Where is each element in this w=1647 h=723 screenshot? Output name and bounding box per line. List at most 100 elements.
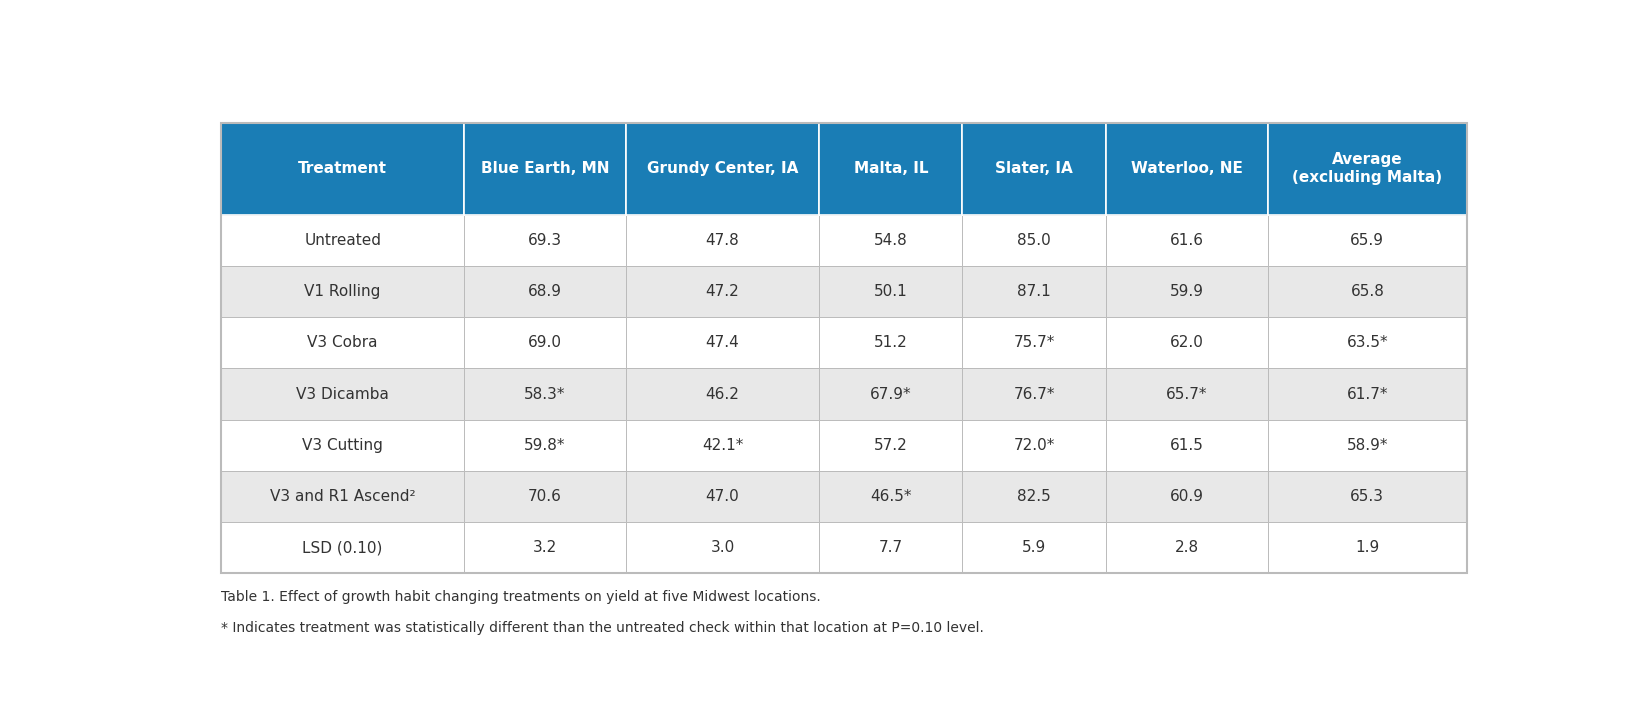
Bar	[626, 369, 819, 419]
Bar	[819, 215, 962, 266]
Text: 65.9: 65.9	[1351, 233, 1385, 248]
Bar	[626, 317, 819, 369]
Bar	[221, 123, 464, 215]
Text: 72.0*: 72.0*	[1013, 438, 1054, 453]
Text: 60.9: 60.9	[1169, 489, 1204, 504]
Text: 85.0: 85.0	[1018, 233, 1051, 248]
Bar	[962, 419, 1105, 471]
Text: Untreated: Untreated	[305, 233, 380, 248]
Text: V3 Dicamba: V3 Dicamba	[296, 387, 389, 401]
Bar	[221, 123, 1467, 573]
Text: 47.0: 47.0	[707, 489, 740, 504]
Bar	[464, 471, 626, 522]
Text: 76.7*: 76.7*	[1013, 387, 1054, 401]
Bar	[1268, 419, 1467, 471]
Bar	[464, 266, 626, 317]
Bar	[1268, 317, 1467, 369]
Text: Slater, IA: Slater, IA	[995, 161, 1072, 176]
Bar	[819, 123, 962, 215]
Text: 47.4: 47.4	[707, 335, 740, 351]
Text: 47.2: 47.2	[707, 284, 740, 299]
Text: 1.9: 1.9	[1355, 540, 1380, 555]
Text: 2.8: 2.8	[1174, 540, 1199, 555]
Bar	[221, 522, 464, 573]
Text: Malta, IL: Malta, IL	[853, 161, 927, 176]
Text: 61.6: 61.6	[1169, 233, 1204, 248]
Text: 70.6: 70.6	[529, 489, 562, 504]
Text: Average
(excluding Malta): Average (excluding Malta)	[1293, 153, 1443, 185]
Bar	[221, 471, 464, 522]
Text: 50.1: 50.1	[875, 284, 907, 299]
Bar	[1105, 369, 1268, 419]
Bar	[626, 522, 819, 573]
Text: 61.7*: 61.7*	[1347, 387, 1388, 401]
Text: 65.8: 65.8	[1351, 284, 1383, 299]
Bar	[962, 266, 1105, 317]
Text: V3 and R1 Ascend²: V3 and R1 Ascend²	[270, 489, 415, 504]
Bar	[962, 123, 1105, 215]
Bar	[626, 123, 819, 215]
Bar	[1105, 522, 1268, 573]
Text: 82.5: 82.5	[1018, 489, 1051, 504]
Bar	[626, 419, 819, 471]
Bar	[962, 471, 1105, 522]
Bar	[819, 266, 962, 317]
Text: 68.9: 68.9	[529, 284, 562, 299]
Bar	[626, 266, 819, 317]
Text: 65.3: 65.3	[1351, 489, 1385, 504]
Bar	[464, 317, 626, 369]
Bar	[464, 369, 626, 419]
Text: V1 Rolling: V1 Rolling	[305, 284, 380, 299]
Bar	[464, 123, 626, 215]
Bar	[221, 266, 464, 317]
Text: V3 Cutting: V3 Cutting	[301, 438, 384, 453]
Bar	[1105, 266, 1268, 317]
Text: 47.8: 47.8	[707, 233, 740, 248]
Text: 58.9*: 58.9*	[1347, 438, 1388, 453]
Text: 69.3: 69.3	[529, 233, 562, 248]
Text: 75.7*: 75.7*	[1013, 335, 1054, 351]
Text: 46.5*: 46.5*	[870, 489, 911, 504]
Bar	[1268, 215, 1467, 266]
Text: 59.8*: 59.8*	[524, 438, 567, 453]
Text: 87.1: 87.1	[1018, 284, 1051, 299]
Text: 62.0: 62.0	[1169, 335, 1204, 351]
Text: Grundy Center, IA: Grundy Center, IA	[647, 161, 799, 176]
Text: Waterloo, NE: Waterloo, NE	[1131, 161, 1242, 176]
Bar	[962, 215, 1105, 266]
Bar	[221, 419, 464, 471]
Bar	[221, 215, 464, 266]
Text: V3 Cobra: V3 Cobra	[308, 335, 377, 351]
Text: Treatment: Treatment	[298, 161, 387, 176]
Bar	[221, 317, 464, 369]
Text: 57.2: 57.2	[875, 438, 907, 453]
Bar	[1268, 266, 1467, 317]
Bar	[962, 369, 1105, 419]
Bar	[962, 317, 1105, 369]
Bar	[464, 522, 626, 573]
Bar	[1268, 522, 1467, 573]
Text: 46.2: 46.2	[705, 387, 740, 401]
Text: 67.9*: 67.9*	[870, 387, 912, 401]
Text: 42.1*: 42.1*	[702, 438, 743, 453]
Text: 63.5*: 63.5*	[1347, 335, 1388, 351]
Text: 58.3*: 58.3*	[524, 387, 567, 401]
Text: Blue Earth, MN: Blue Earth, MN	[481, 161, 609, 176]
Text: 65.7*: 65.7*	[1166, 387, 1207, 401]
Bar	[819, 317, 962, 369]
Bar	[221, 369, 464, 419]
Bar	[819, 522, 962, 573]
Bar	[1105, 215, 1268, 266]
Bar	[1105, 471, 1268, 522]
Text: 3.2: 3.2	[534, 540, 557, 555]
Text: 7.7: 7.7	[879, 540, 903, 555]
Text: 59.9: 59.9	[1169, 284, 1204, 299]
Text: 54.8: 54.8	[875, 233, 907, 248]
Bar	[464, 215, 626, 266]
Bar	[819, 471, 962, 522]
Bar	[819, 369, 962, 419]
Text: * Indicates treatment was statistically different than the untreated check withi: * Indicates treatment was statistically …	[221, 620, 983, 635]
Bar	[1105, 317, 1268, 369]
Bar	[626, 471, 819, 522]
Bar	[1105, 419, 1268, 471]
